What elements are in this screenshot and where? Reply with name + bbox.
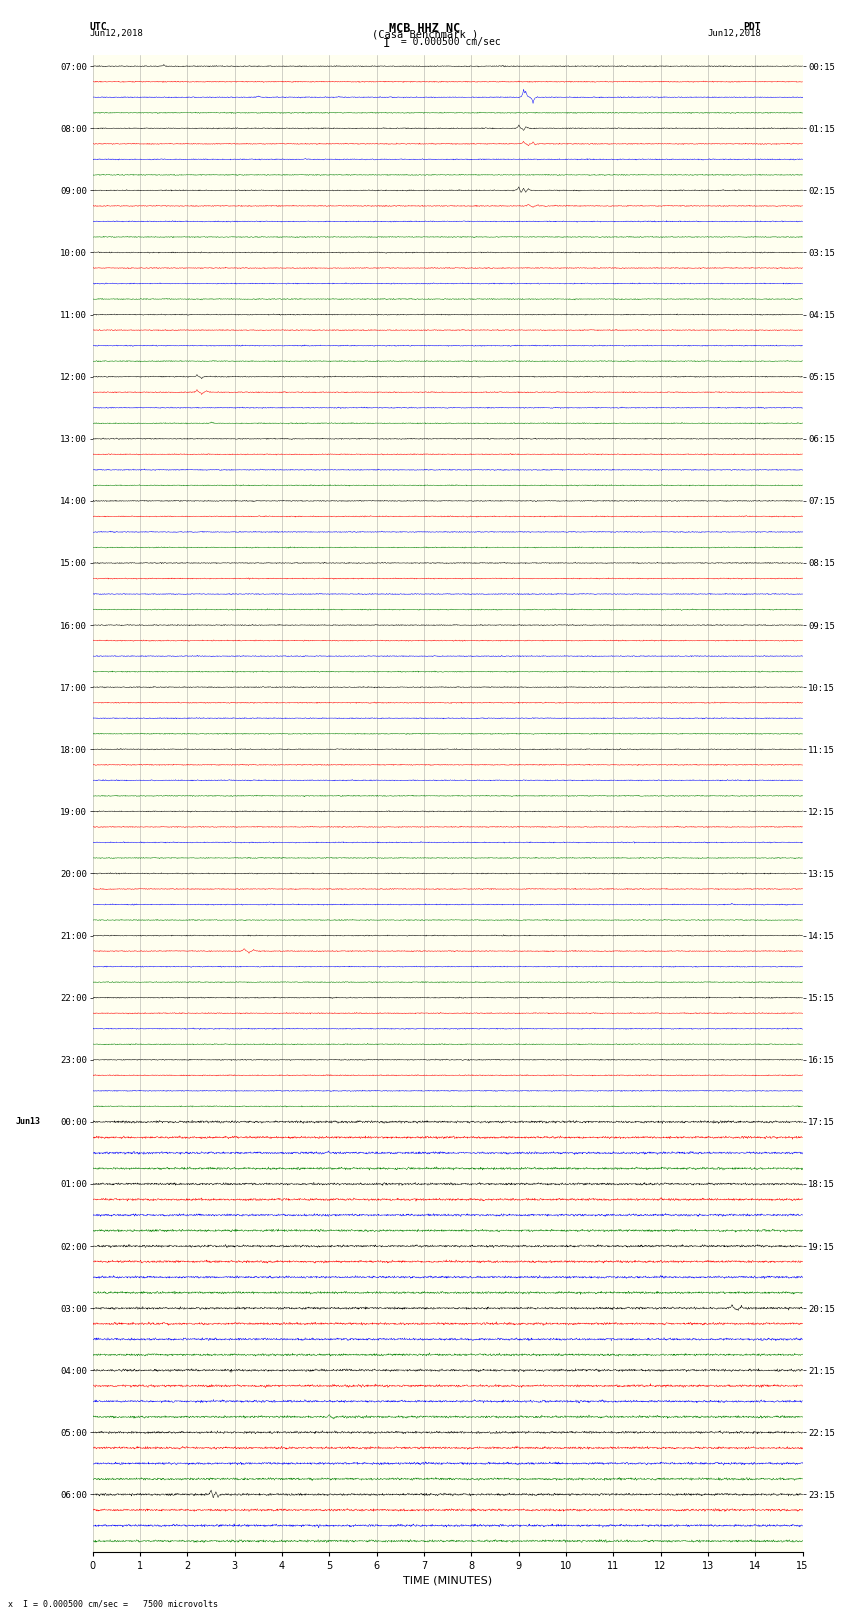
Text: (Casa Benchmark ): (Casa Benchmark ) xyxy=(371,31,478,40)
Text: Jun12,2018: Jun12,2018 xyxy=(89,29,143,39)
Text: x  I = 0.000500 cm/sec =   7500 microvolts: x I = 0.000500 cm/sec = 7500 microvolts xyxy=(8,1598,218,1608)
Text: Jun13: Jun13 xyxy=(15,1118,40,1126)
Text: PDT: PDT xyxy=(743,23,761,32)
Text: I: I xyxy=(383,37,390,50)
Text: = 0.000500 cm/sec: = 0.000500 cm/sec xyxy=(395,37,501,47)
Text: UTC: UTC xyxy=(89,23,107,32)
X-axis label: TIME (MINUTES): TIME (MINUTES) xyxy=(403,1576,492,1586)
Text: MCB HHZ NC: MCB HHZ NC xyxy=(389,23,461,35)
Text: Jun12,2018: Jun12,2018 xyxy=(707,29,761,39)
